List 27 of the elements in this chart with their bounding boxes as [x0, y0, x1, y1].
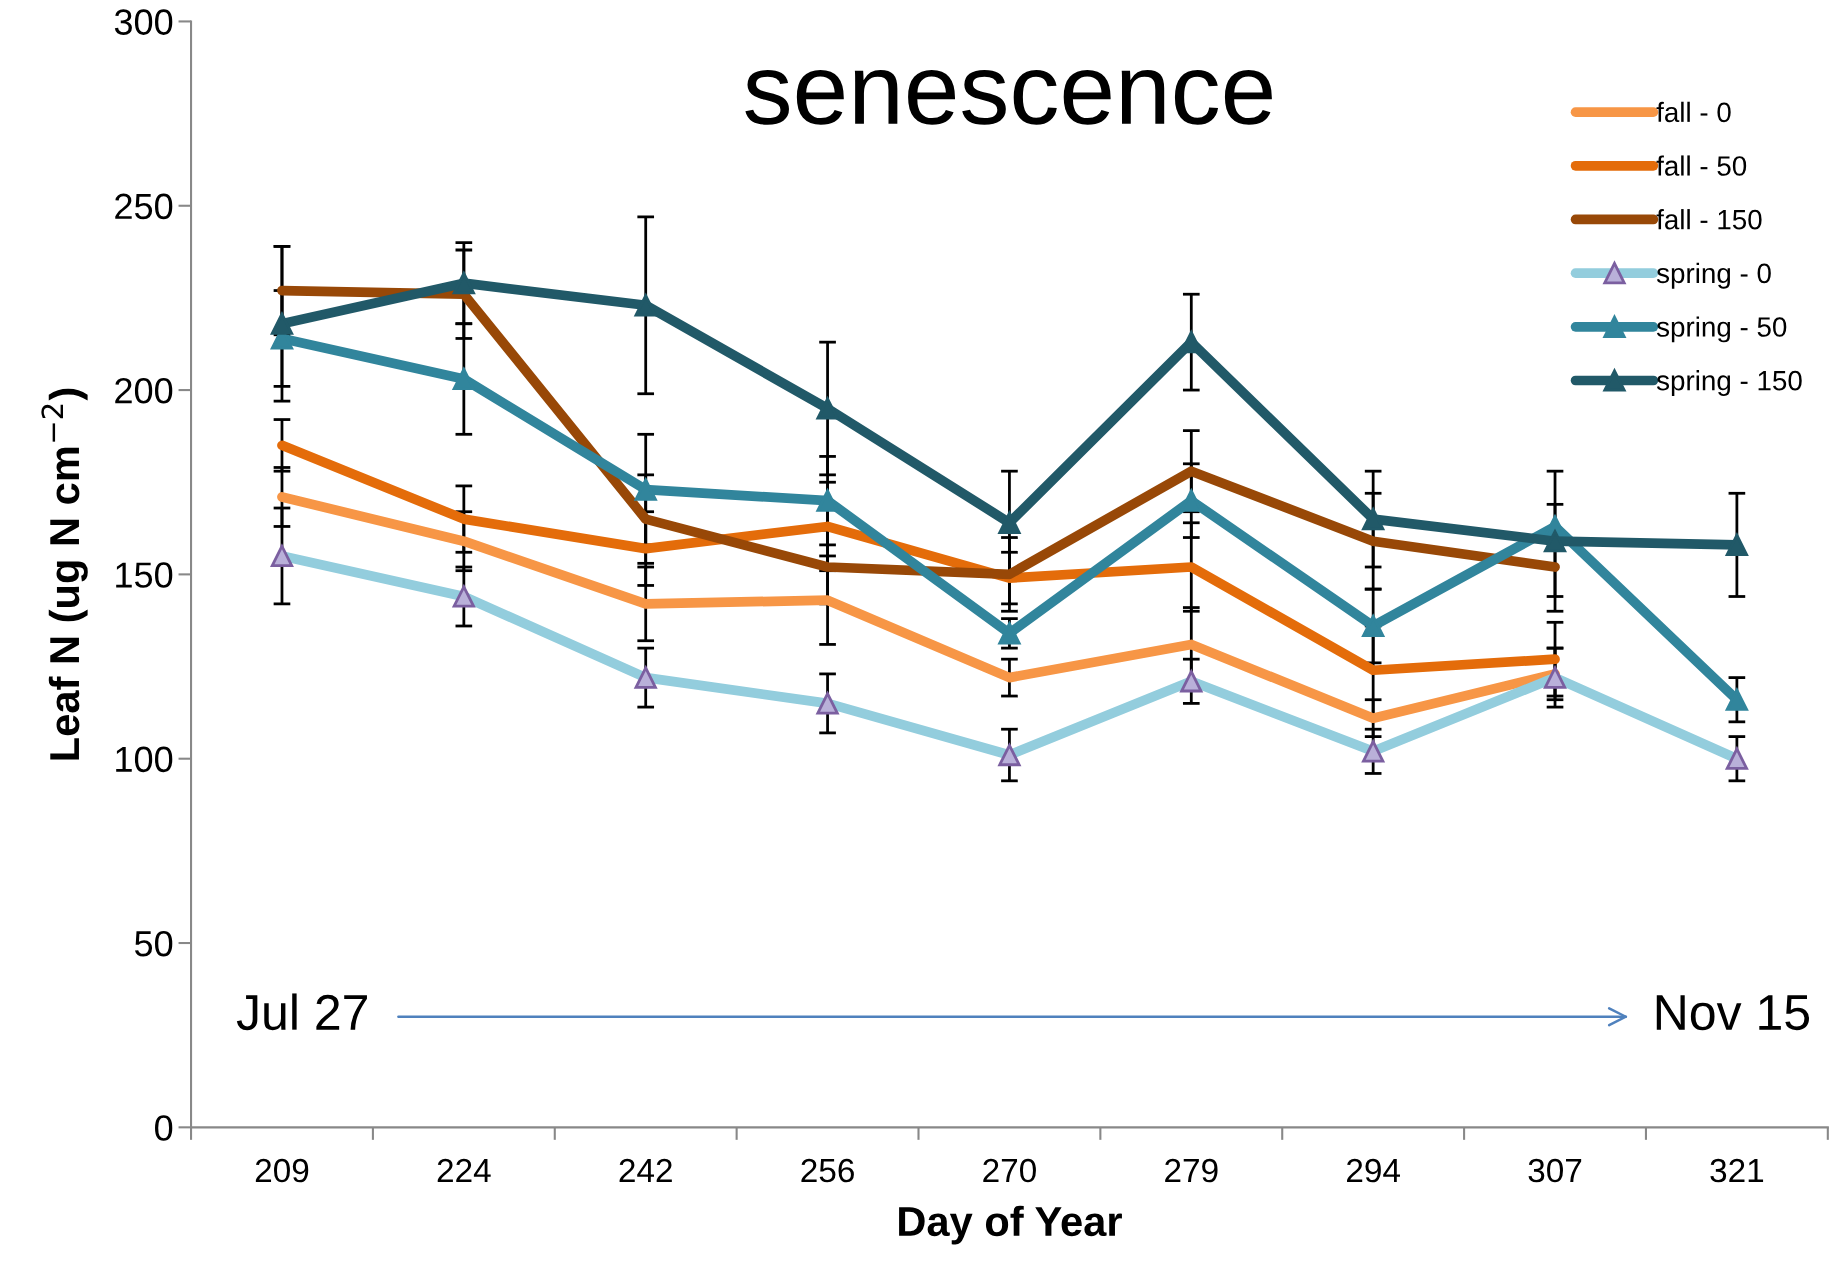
- x-tick-label: 242: [619, 1158, 672, 1183]
- x-tick-label: 279: [1165, 1158, 1218, 1183]
- x-axis-title: Day of Year: [899, 1205, 1122, 1245]
- legend-label: spring - 50: [1656, 316, 1787, 343]
- y-tick-label: 200: [115, 377, 173, 404]
- y-tick-label: 0: [155, 1115, 173, 1141]
- y-tick-label: 50: [134, 930, 173, 957]
- x-tick-label: 307: [1528, 1158, 1582, 1183]
- annotation: Nov 15: [1656, 995, 1810, 1031]
- legend-label: spring - 150: [1656, 370, 1802, 396]
- x-tick-label: 256: [801, 1158, 854, 1183]
- y-tick-label: 250: [115, 193, 173, 220]
- y-tick-label: 150: [116, 562, 173, 588]
- legend-label: fall - 150: [1656, 209, 1762, 230]
- x-tick-label: 209: [255, 1158, 309, 1183]
- x-tick-label: 224: [437, 1158, 491, 1183]
- chart-title: senescence: [745, 69, 1272, 125]
- y-axis-title: Leaf N (ug N cm$^{−2}$): [41, 388, 88, 760]
- y-tick-label: 100: [116, 746, 173, 773]
- y-tick-label: 300: [114, 9, 173, 35]
- legend-label: spring - 0: [1656, 262, 1771, 289]
- legend-label: fall - 50: [1656, 155, 1747, 176]
- x-tick-label: 321: [1710, 1158, 1764, 1183]
- x-tick-label: 270: [983, 1158, 1036, 1183]
- x-tick-label: 294: [1347, 1158, 1400, 1183]
- annotation: Jul 27: [236, 993, 367, 1031]
- legend-label: fall - 0: [1656, 101, 1731, 123]
